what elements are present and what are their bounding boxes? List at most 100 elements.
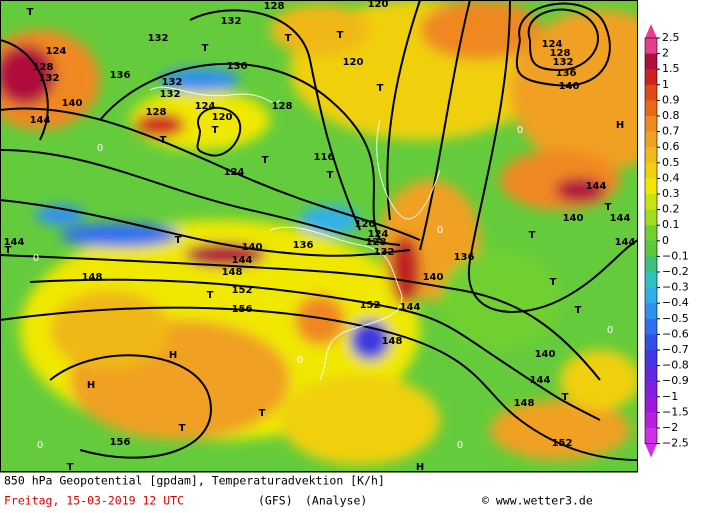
map-label: 128 xyxy=(146,107,167,118)
map-label: T xyxy=(212,125,219,136)
colorbar-segment xyxy=(645,350,657,367)
colorbar-label: 0.8 xyxy=(662,109,680,122)
map-label: T xyxy=(605,202,612,213)
map-label: T xyxy=(327,170,334,181)
map-label: 144 xyxy=(4,237,25,248)
colorbar-segment xyxy=(645,225,657,242)
map-label: 148 xyxy=(222,267,243,278)
map-label: 0 xyxy=(33,253,39,264)
colorbar-label: 0.4 xyxy=(662,171,680,184)
map-label: 152 xyxy=(360,300,381,311)
colorbar-label: −0.5 xyxy=(662,312,689,325)
map-label: T xyxy=(337,30,344,41)
colorbar-label: −0.7 xyxy=(662,343,689,356)
map-label: T xyxy=(160,135,167,146)
colorbar-segment xyxy=(645,209,657,226)
map-label: T xyxy=(179,423,186,434)
colorbar-segment xyxy=(645,84,657,101)
colorbar-segment xyxy=(645,69,657,86)
colorbar-label: −1 xyxy=(662,390,678,403)
map-labels: TTT TTTTTTTTTTTTTTTTTHHHH1241281321401441… xyxy=(4,0,636,473)
colorbar-label: −0.6 xyxy=(662,327,689,340)
map-label: T xyxy=(550,277,557,288)
colorbar-label: 0.1 xyxy=(662,218,680,231)
map xyxy=(0,0,638,472)
map-label: 144 xyxy=(30,115,51,126)
map-label: 140 xyxy=(563,213,584,224)
map-label: 0 xyxy=(97,143,103,154)
colorbar-segment xyxy=(645,381,657,398)
colorbar-segment xyxy=(645,194,657,211)
map-label: 144 xyxy=(610,213,631,224)
map-label: 144 xyxy=(586,181,607,192)
map-label: 124 xyxy=(195,101,216,112)
footer-title: 850 hPa Geopotential [gpdam], Temperatur… xyxy=(4,474,385,488)
map-label: 120 xyxy=(355,219,376,230)
map-label: 132 xyxy=(221,16,242,27)
map-label: 140 xyxy=(535,349,556,360)
footer-model: (GFS) xyxy=(258,494,293,508)
map-label: 124 xyxy=(542,39,563,50)
colorbar-label: 0.5 xyxy=(662,156,680,169)
map-label: 140 xyxy=(423,272,444,283)
colorbar-label: 0.2 xyxy=(662,203,680,216)
map-label: 128 xyxy=(366,237,387,248)
map-label: 156 xyxy=(110,437,131,448)
colorbar-label: 0.9 xyxy=(662,93,680,106)
map-label: 0 xyxy=(457,440,463,451)
map-label: 120 xyxy=(368,0,389,10)
map-label: 136 xyxy=(556,68,577,79)
colorbar-segment xyxy=(645,412,657,429)
map-label: 132 xyxy=(160,89,181,100)
map-label: 132 xyxy=(374,247,395,258)
map-label: 0 xyxy=(297,355,303,366)
map-label: 132 xyxy=(148,33,169,44)
map-label: T xyxy=(562,392,569,403)
map-label: 148 xyxy=(382,336,403,347)
isohypses xyxy=(0,0,638,461)
colorbar-label: −0.8 xyxy=(662,359,689,372)
map-label: H xyxy=(416,462,424,473)
colorbar-segment xyxy=(645,116,657,133)
map-label: 124 xyxy=(224,167,245,178)
map-label: H xyxy=(87,380,95,391)
map-label: 116 xyxy=(314,152,335,163)
map-label: 140 xyxy=(559,81,580,92)
colorbar-label: 2 xyxy=(662,47,669,60)
colorbar-segment xyxy=(645,396,657,413)
colorbar-label: 1.5 xyxy=(662,62,680,75)
map-label: 132 xyxy=(162,77,183,88)
map-label: 140 xyxy=(242,242,263,253)
map-label: 124 xyxy=(46,46,67,57)
map-label: T xyxy=(5,245,12,256)
map-label: T xyxy=(202,43,209,54)
colorbar-bottom-arrow xyxy=(645,443,657,458)
colorbar-label: 2.5 xyxy=(662,31,680,44)
colorbar-segment xyxy=(645,334,657,351)
colorbar-segment xyxy=(645,162,657,179)
map-label: 144 xyxy=(232,255,253,266)
coastlines xyxy=(149,86,441,381)
colorbar-segment xyxy=(645,303,657,320)
map-label: T xyxy=(575,305,582,316)
footer-analysis: (Analyse) xyxy=(305,494,367,508)
colorbar-segment xyxy=(645,147,657,164)
map-label: H xyxy=(616,120,624,131)
map-label: 156 xyxy=(232,304,253,315)
map-label: T xyxy=(377,83,384,94)
map-label: 120 xyxy=(212,112,233,123)
colorbar-segment xyxy=(645,38,657,55)
map-label: T xyxy=(207,290,214,301)
colorbar-segment xyxy=(645,365,657,382)
colorbar-label: −2 xyxy=(662,421,678,434)
map-label: 0 xyxy=(37,440,43,451)
colorbar-label: 0.3 xyxy=(662,187,680,200)
colorbar-segment xyxy=(645,318,657,335)
map-label: 0 xyxy=(437,225,443,236)
colorbar-label: −0.9 xyxy=(662,374,689,387)
colorbar-label: 1 xyxy=(662,78,669,91)
map-label: 136 xyxy=(227,61,248,72)
map-label: 132 xyxy=(553,57,574,68)
map-label: 136 xyxy=(110,70,131,81)
